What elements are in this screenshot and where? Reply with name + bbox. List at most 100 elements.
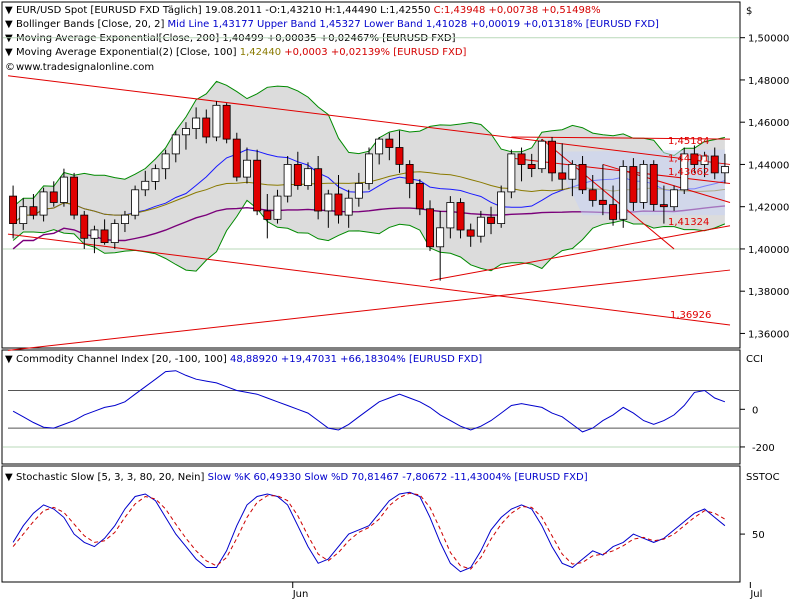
candle-body: [110, 223, 119, 244]
candle-body: [121, 214, 129, 225]
candle-body: [568, 163, 577, 180]
candle-body: [324, 193, 333, 212]
candle-body: [90, 229, 99, 239]
candle-body: [700, 155, 709, 165]
candle-body: [446, 202, 455, 229]
candle-body: [405, 163, 414, 184]
y-tick-label: 1,42000: [748, 203, 789, 214]
candle-body: [9, 195, 17, 225]
candle-body: [415, 182, 424, 210]
cci-plot: 0 -200: [3, 370, 775, 454]
candle-body: [273, 195, 282, 220]
candle-body: [426, 208, 434, 248]
candle-body: [202, 117, 211, 138]
candle-body: [263, 210, 272, 220]
candle-body: [80, 214, 89, 239]
candle-body: [29, 206, 38, 216]
candle-body: [375, 138, 384, 155]
ema200-label: Moving Average Exponential[Close, 200]: [16, 33, 219, 44]
candle-body: [558, 172, 567, 180]
candle-body: [466, 229, 475, 237]
trend-line: [541, 138, 675, 250]
candle-body: [303, 168, 312, 186]
svg-text:Moving Average Exponential(2): Moving Average Exponential(2) [Close, 10…: [16, 47, 467, 58]
trend-line: [511, 136, 731, 140]
candle-body: [232, 138, 241, 178]
cci-label: Commodity Channel Index [20, -100, 100]: [16, 354, 227, 365]
cci-values: 48,88920 +19,47031 +66,18304% [EURUSD FX…: [230, 354, 482, 365]
price-level-label: 1,44301: [668, 154, 709, 165]
candle-body: [588, 189, 597, 201]
bollinger-lower-line: [12, 199, 726, 272]
candle-body: [721, 166, 729, 174]
candle-body: [19, 206, 28, 224]
candle-body: [385, 138, 394, 148]
candle-body: [334, 193, 343, 216]
price-legend: ▼ EUR/USD Spot [EURUSD FXD Täglich] 19.0…: [5, 5, 659, 73]
legend-icon: ▼: [5, 19, 13, 30]
svg-text:Bollinger Bands [Close, 20, 2]: Bollinger Bands [Close, 20, 2] Mid Line …: [16, 19, 659, 30]
candle-body: [639, 163, 648, 203]
candle-body: [131, 189, 140, 216]
price-title: EUR/USD Spot [EURUSD FXD Täglich] 19.08.…: [16, 5, 430, 16]
y-tick-label: 1,40000: [748, 245, 789, 256]
cci-line: [12, 370, 726, 433]
candle-body: [49, 191, 58, 203]
legend-icon: ▼: [5, 354, 13, 365]
ema200-values: 1,40499 +0,00035 +0,02467% [EURUSD FXD]: [222, 33, 455, 44]
stoch-d-line: [12, 492, 726, 570]
candle-body: [314, 168, 323, 212]
x-tick-label: Jun: [292, 589, 309, 600]
y-tick-label: 1,36000: [748, 329, 789, 340]
svg-text:EUR/USD Spot [EURUSD FXD Tägl: EUR/USD Spot [EURUSD FXD Täglich] 19.08.…: [16, 5, 601, 16]
candle-body: [171, 134, 180, 155]
price-level-label: 1,43662: [668, 167, 709, 178]
candle-body: [629, 166, 638, 203]
copyright-icon: ©: [5, 62, 15, 73]
candle-body: [680, 153, 689, 191]
currency-symbol: $: [746, 6, 752, 17]
candle-body: [181, 128, 190, 136]
candle-body: [476, 216, 485, 237]
candle-body: [507, 153, 516, 193]
candle-body: [161, 153, 170, 170]
price-panel-frame: [1, 1, 741, 349]
candle-body: [619, 166, 628, 220]
y-tick-label: 1,50000: [748, 34, 789, 45]
candle-body: [487, 216, 495, 224]
stoch-label: Stochastic Slow [5, 3, 3, 80, 20, Nein]: [16, 472, 205, 483]
price-level-label: 1,41324: [668, 217, 709, 228]
candle-body: [293, 163, 302, 186]
y-tick-label: 1,44000: [748, 160, 789, 171]
candle-body: [548, 140, 556, 174]
candle-body: [141, 180, 150, 191]
candle-body: [690, 153, 699, 165]
y-tick-label: 1,48000: [748, 76, 789, 87]
watermark: www.tradesignalonline.com: [16, 62, 154, 73]
bollinger-values: Mid Line 1,43177 Upper Band 1,45327 Lowe…: [168, 19, 660, 30]
candle-body: [212, 104, 221, 138]
candle-body: [659, 204, 668, 208]
candle-body: [537, 140, 546, 170]
candle-body: [578, 163, 587, 191]
candle-body: [527, 163, 536, 169]
candle-body: [192, 117, 201, 130]
cci-legend: ▼ Commodity Channel Index [20, -100, 100…: [5, 354, 482, 365]
x-tick-label: Jul: [749, 589, 762, 600]
candle-body: [100, 229, 109, 243]
y-tick-label: -200: [752, 443, 775, 454]
y-tick-label: 1,38000: [748, 287, 789, 298]
candle-body: [395, 147, 404, 165]
svg-text:Moving Average Exponential[Clo: Moving Average Exponential[Close, 200] 1…: [16, 33, 456, 44]
candle-body: [710, 155, 719, 174]
ema100-change: +0,0003 +0,02139% [EURUSD FXD]: [284, 47, 466, 58]
legend-icon: ▼: [5, 33, 13, 44]
stoch-values: Slow %K 60,49330 Slow %D 70,81467 -7,806…: [208, 472, 588, 483]
svg-text:Stochastic Slow [5, 3, 3, 80,: Stochastic Slow [5, 3, 3, 80, 20, Nein] …: [16, 472, 588, 483]
legend-icon: ▼: [5, 5, 13, 16]
stoch-panel-frame: [1, 465, 741, 583]
stoch-axis-title: SSTOC: [746, 472, 780, 483]
price-level-label: 1,36926: [670, 310, 711, 321]
candle-body: [497, 191, 506, 224]
